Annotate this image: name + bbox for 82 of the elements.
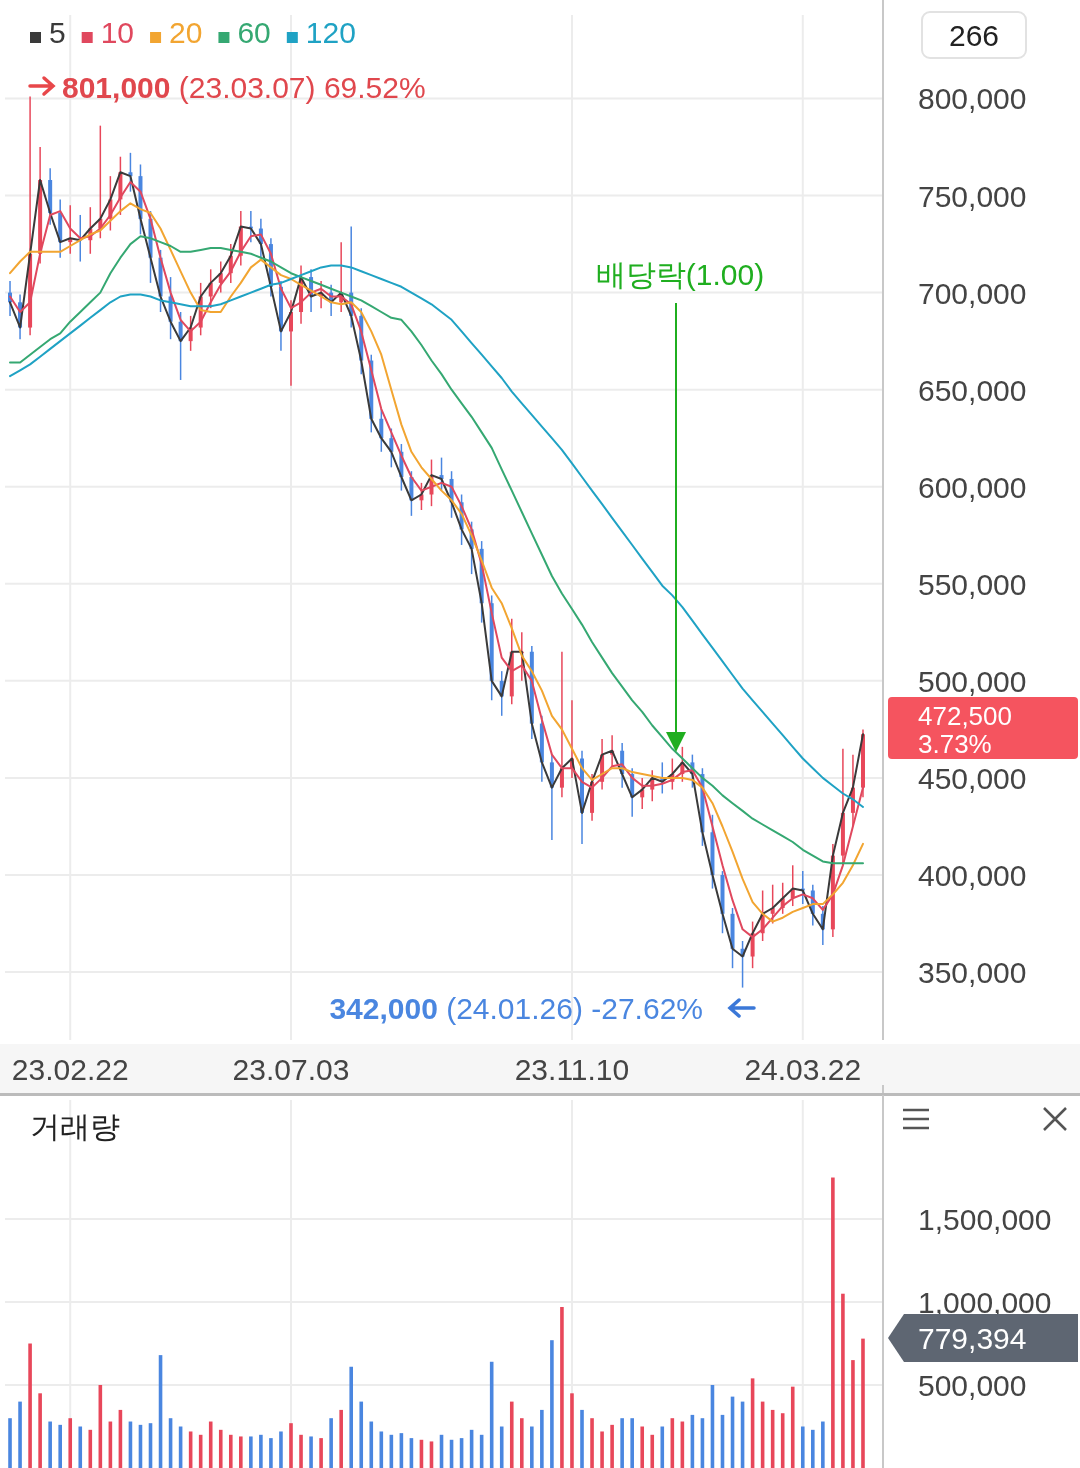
bar — [228, 1434, 233, 1468]
bar — [319, 1438, 323, 1468]
annotation: 342,000 (24.01.26) -27.62% — [329, 992, 703, 1025]
bar — [570, 1393, 574, 1468]
bar — [18, 1401, 22, 1468]
y-tick-label: 350,000 — [918, 956, 1027, 990]
bar — [610, 1424, 614, 1468]
x-tick-label: 23.02.22 — [11, 1053, 129, 1086]
bar — [790, 1386, 795, 1468]
y-tick-label: 500,000 — [918, 664, 1027, 698]
legend-label: 10 — [100, 16, 135, 49]
bar — [841, 1293, 845, 1468]
bar — [800, 1426, 805, 1468]
y-tick-label: 750,000 — [918, 179, 1027, 213]
bar — [239, 1436, 243, 1468]
bar — [811, 1429, 815, 1468]
y-tick-label: 400,000 — [918, 858, 1027, 892]
chart-title: 거래량 — [30, 1110, 120, 1143]
x-tick-label: 24.03.22 — [744, 1053, 862, 1086]
y-tick-label: 800,000 — [918, 82, 1027, 116]
bar — [560, 1306, 564, 1468]
y-tick-label: 450,000 — [918, 761, 1027, 795]
bar — [851, 1360, 855, 1468]
bar — [249, 1436, 253, 1468]
bar — [630, 1418, 634, 1468]
y-tick-label: 550,000 — [918, 567, 1027, 601]
text: 472,500 3.73% — [918, 701, 1012, 759]
bar — [540, 1409, 544, 1468]
legend-label: 60 — [237, 16, 271, 49]
y-tick-label: 1,500,000 — [918, 1203, 1052, 1237]
bar — [269, 1438, 273, 1468]
legend-label: 20 — [169, 16, 203, 49]
candlestick — [559, 650, 564, 799]
bar — [88, 1429, 93, 1468]
bar — [640, 1426, 645, 1468]
bar — [259, 1434, 263, 1468]
y-tick-label: 1,000,000 — [918, 1286, 1052, 1320]
bar — [329, 1418, 333, 1468]
bar — [831, 1177, 835, 1468]
y-tick-label: 650,000 — [918, 373, 1027, 407]
bar — [299, 1434, 303, 1468]
bar — [520, 1418, 524, 1468]
bar — [289, 1423, 293, 1468]
bar — [550, 1340, 554, 1468]
bar — [309, 1436, 313, 1468]
bar — [600, 1431, 604, 1468]
bar — [780, 1413, 785, 1468]
bar — [499, 1426, 504, 1468]
bar — [530, 1426, 534, 1468]
y-tick-label: 700,000 — [918, 276, 1027, 310]
bar — [509, 1401, 514, 1468]
bar — [620, 1418, 624, 1468]
bar — [359, 1401, 364, 1468]
bar — [48, 1421, 52, 1468]
bar — [580, 1409, 584, 1468]
x-tick-label: 23.11.10 — [514, 1053, 630, 1086]
y-tick-label: 500,000 — [918, 1369, 1027, 1403]
bar — [28, 1343, 32, 1468]
y-tick-label: 600,000 — [918, 470, 1027, 504]
annotation: 배당락(1.00) — [595, 258, 765, 291]
bar — [590, 1418, 594, 1468]
bar — [861, 1338, 865, 1468]
bar — [339, 1409, 343, 1468]
annotation: 801,000 (23.03.07) 69.52% — [62, 71, 426, 104]
bar — [349, 1366, 353, 1468]
bar — [58, 1424, 62, 1468]
text: 266 — [948, 19, 1000, 52]
bar — [660, 1426, 665, 1468]
bar — [821, 1421, 825, 1468]
bar — [279, 1431, 283, 1468]
bar — [218, 1429, 223, 1468]
bar — [650, 1434, 655, 1468]
bar — [208, 1421, 213, 1468]
bar — [8, 1418, 12, 1468]
bar — [38, 1393, 42, 1468]
legend-label: 120 — [305, 16, 356, 49]
bar — [78, 1426, 83, 1468]
legend-label: 5 — [49, 16, 66, 49]
bar — [369, 1421, 374, 1468]
bar — [68, 1418, 73, 1468]
x-tick-label: 23.07.03 — [232, 1053, 350, 1086]
text: 779,394 — [918, 1322, 1027, 1355]
